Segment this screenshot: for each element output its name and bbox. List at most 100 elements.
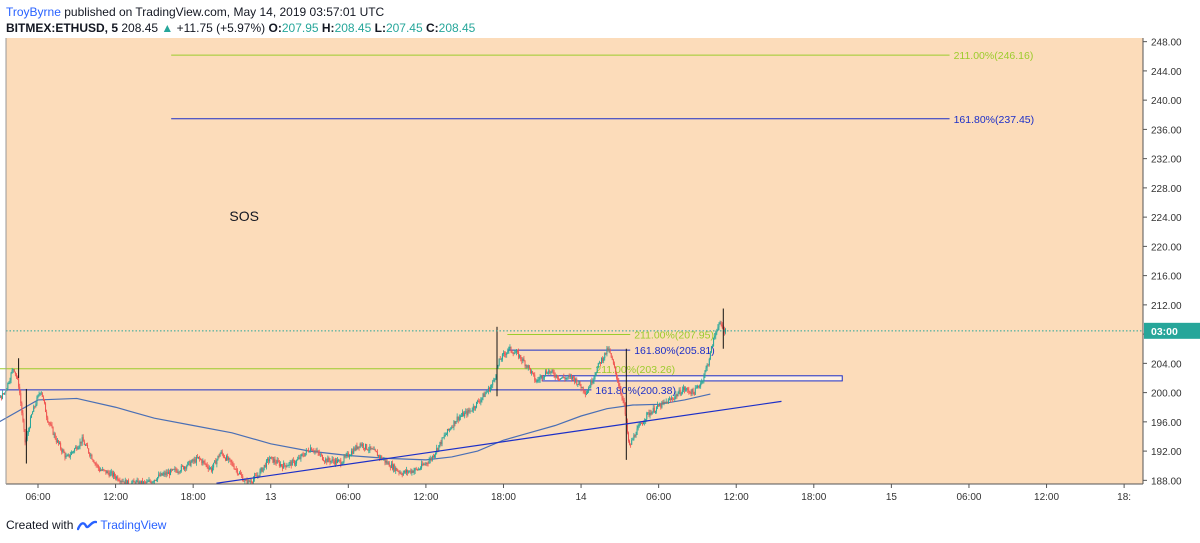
candle-body <box>450 428 452 430</box>
candle-body <box>360 443 362 446</box>
candle-body <box>595 372 597 376</box>
candle-body <box>446 429 448 434</box>
candle-body <box>651 411 653 415</box>
candle-body <box>577 384 579 386</box>
candle-body <box>222 454 224 457</box>
candle-body <box>393 464 395 470</box>
candle-body <box>509 346 511 348</box>
candle-body <box>717 327 719 331</box>
candle-body <box>249 481 251 483</box>
candle-body <box>312 450 314 452</box>
candle-body <box>133 480 135 483</box>
candle-body <box>445 433 447 436</box>
symbol-label[interactable]: BITMEX:ETHUSD, 5 <box>6 21 119 35</box>
candle-body <box>323 459 325 461</box>
candle-body <box>347 453 349 457</box>
candle-body <box>90 454 92 456</box>
candle-body <box>513 352 515 355</box>
candle-body <box>519 355 521 358</box>
candle-body <box>596 367 598 373</box>
candle-body <box>700 383 702 387</box>
candle-body <box>507 350 509 353</box>
candle-body <box>240 472 242 475</box>
plot-area[interactable] <box>6 38 1143 484</box>
candle-body <box>338 459 340 461</box>
candle-body <box>93 460 95 464</box>
candle-body <box>178 471 180 473</box>
candle-body <box>186 465 188 469</box>
candle-body <box>712 346 714 348</box>
candle-body <box>587 391 589 394</box>
x-axis[interactable]: 06:00 12:00 18:00 13 06:00 12:00 18:00 14 06:00 1… <box>5 38 1143 510</box>
candle-body <box>147 481 149 483</box>
publish-line: TroyByrne published on TradingView.com, … <box>6 4 475 20</box>
candle-body <box>698 386 700 387</box>
candle-body <box>661 402 663 408</box>
candle-body <box>209 467 211 469</box>
candle-body <box>275 462 277 464</box>
candle-body <box>487 387 489 392</box>
candle-body <box>659 404 661 407</box>
ohlc-line: BITMEX:ETHUSD, 5 208.45 ▲ +11.75 (+5.97%… <box>6 20 475 36</box>
candle-body <box>38 394 40 396</box>
candle-body <box>289 461 291 463</box>
candle-body <box>404 470 406 473</box>
candle-body <box>598 362 600 363</box>
candle-body <box>346 453 348 455</box>
candle-body <box>316 450 318 452</box>
candle-body <box>212 467 214 472</box>
candle-body <box>192 459 194 462</box>
candle-body <box>18 378 20 387</box>
candle-body <box>165 472 167 475</box>
candle-body <box>251 482 253 484</box>
candle-body <box>46 412 48 418</box>
tradingview-logo[interactable]: TradingView <box>77 518 166 532</box>
candle-body <box>546 371 548 374</box>
candle-body <box>474 407 476 409</box>
overlays: SOS <box>6 208 1143 484</box>
candle-body <box>718 323 720 328</box>
candle-body <box>203 460 205 462</box>
candle-body <box>50 424 52 426</box>
candle-body <box>340 460 342 465</box>
candle-body <box>53 433 55 435</box>
candle-body <box>554 375 556 378</box>
candle-body <box>144 481 146 483</box>
candle-body <box>410 470 412 474</box>
candle-body <box>624 403 626 415</box>
y-tick-label: 232.00 <box>1151 155 1182 166</box>
candle-body <box>171 469 173 471</box>
y-axis[interactable]: 188.00192.00196.00200.00204.00208.00212.… <box>1142 38 1200 488</box>
current-price-marker: 03:00 <box>1144 322 1200 339</box>
author-link[interactable]: TroyByrne <box>6 5 61 19</box>
candle-body <box>459 416 461 418</box>
candle-body <box>668 399 670 400</box>
candle-body <box>55 438 57 443</box>
candle-body <box>307 450 309 452</box>
candle-body <box>605 352 607 355</box>
candle-body <box>386 460 388 464</box>
candle-body <box>524 361 526 367</box>
candle-body <box>559 378 561 380</box>
candle-body <box>173 469 175 470</box>
candle-body <box>440 441 442 445</box>
candle-body <box>497 365 499 368</box>
candle-body <box>574 377 576 382</box>
candle-body <box>375 450 377 453</box>
candle-body <box>488 387 490 392</box>
candle-body <box>21 403 23 414</box>
candle-body <box>358 446 360 448</box>
candle-body <box>468 409 470 412</box>
candle-body <box>15 374 17 378</box>
candle-body <box>238 472 240 474</box>
candle-body <box>80 441 82 444</box>
candle-body <box>451 426 453 429</box>
candle-body <box>92 459 94 461</box>
candle-body <box>333 461 335 464</box>
candle-body <box>542 377 544 379</box>
candle-body <box>611 357 613 360</box>
candle-body <box>607 348 609 351</box>
candle-body <box>377 455 379 457</box>
candle-body <box>1 393 3 399</box>
